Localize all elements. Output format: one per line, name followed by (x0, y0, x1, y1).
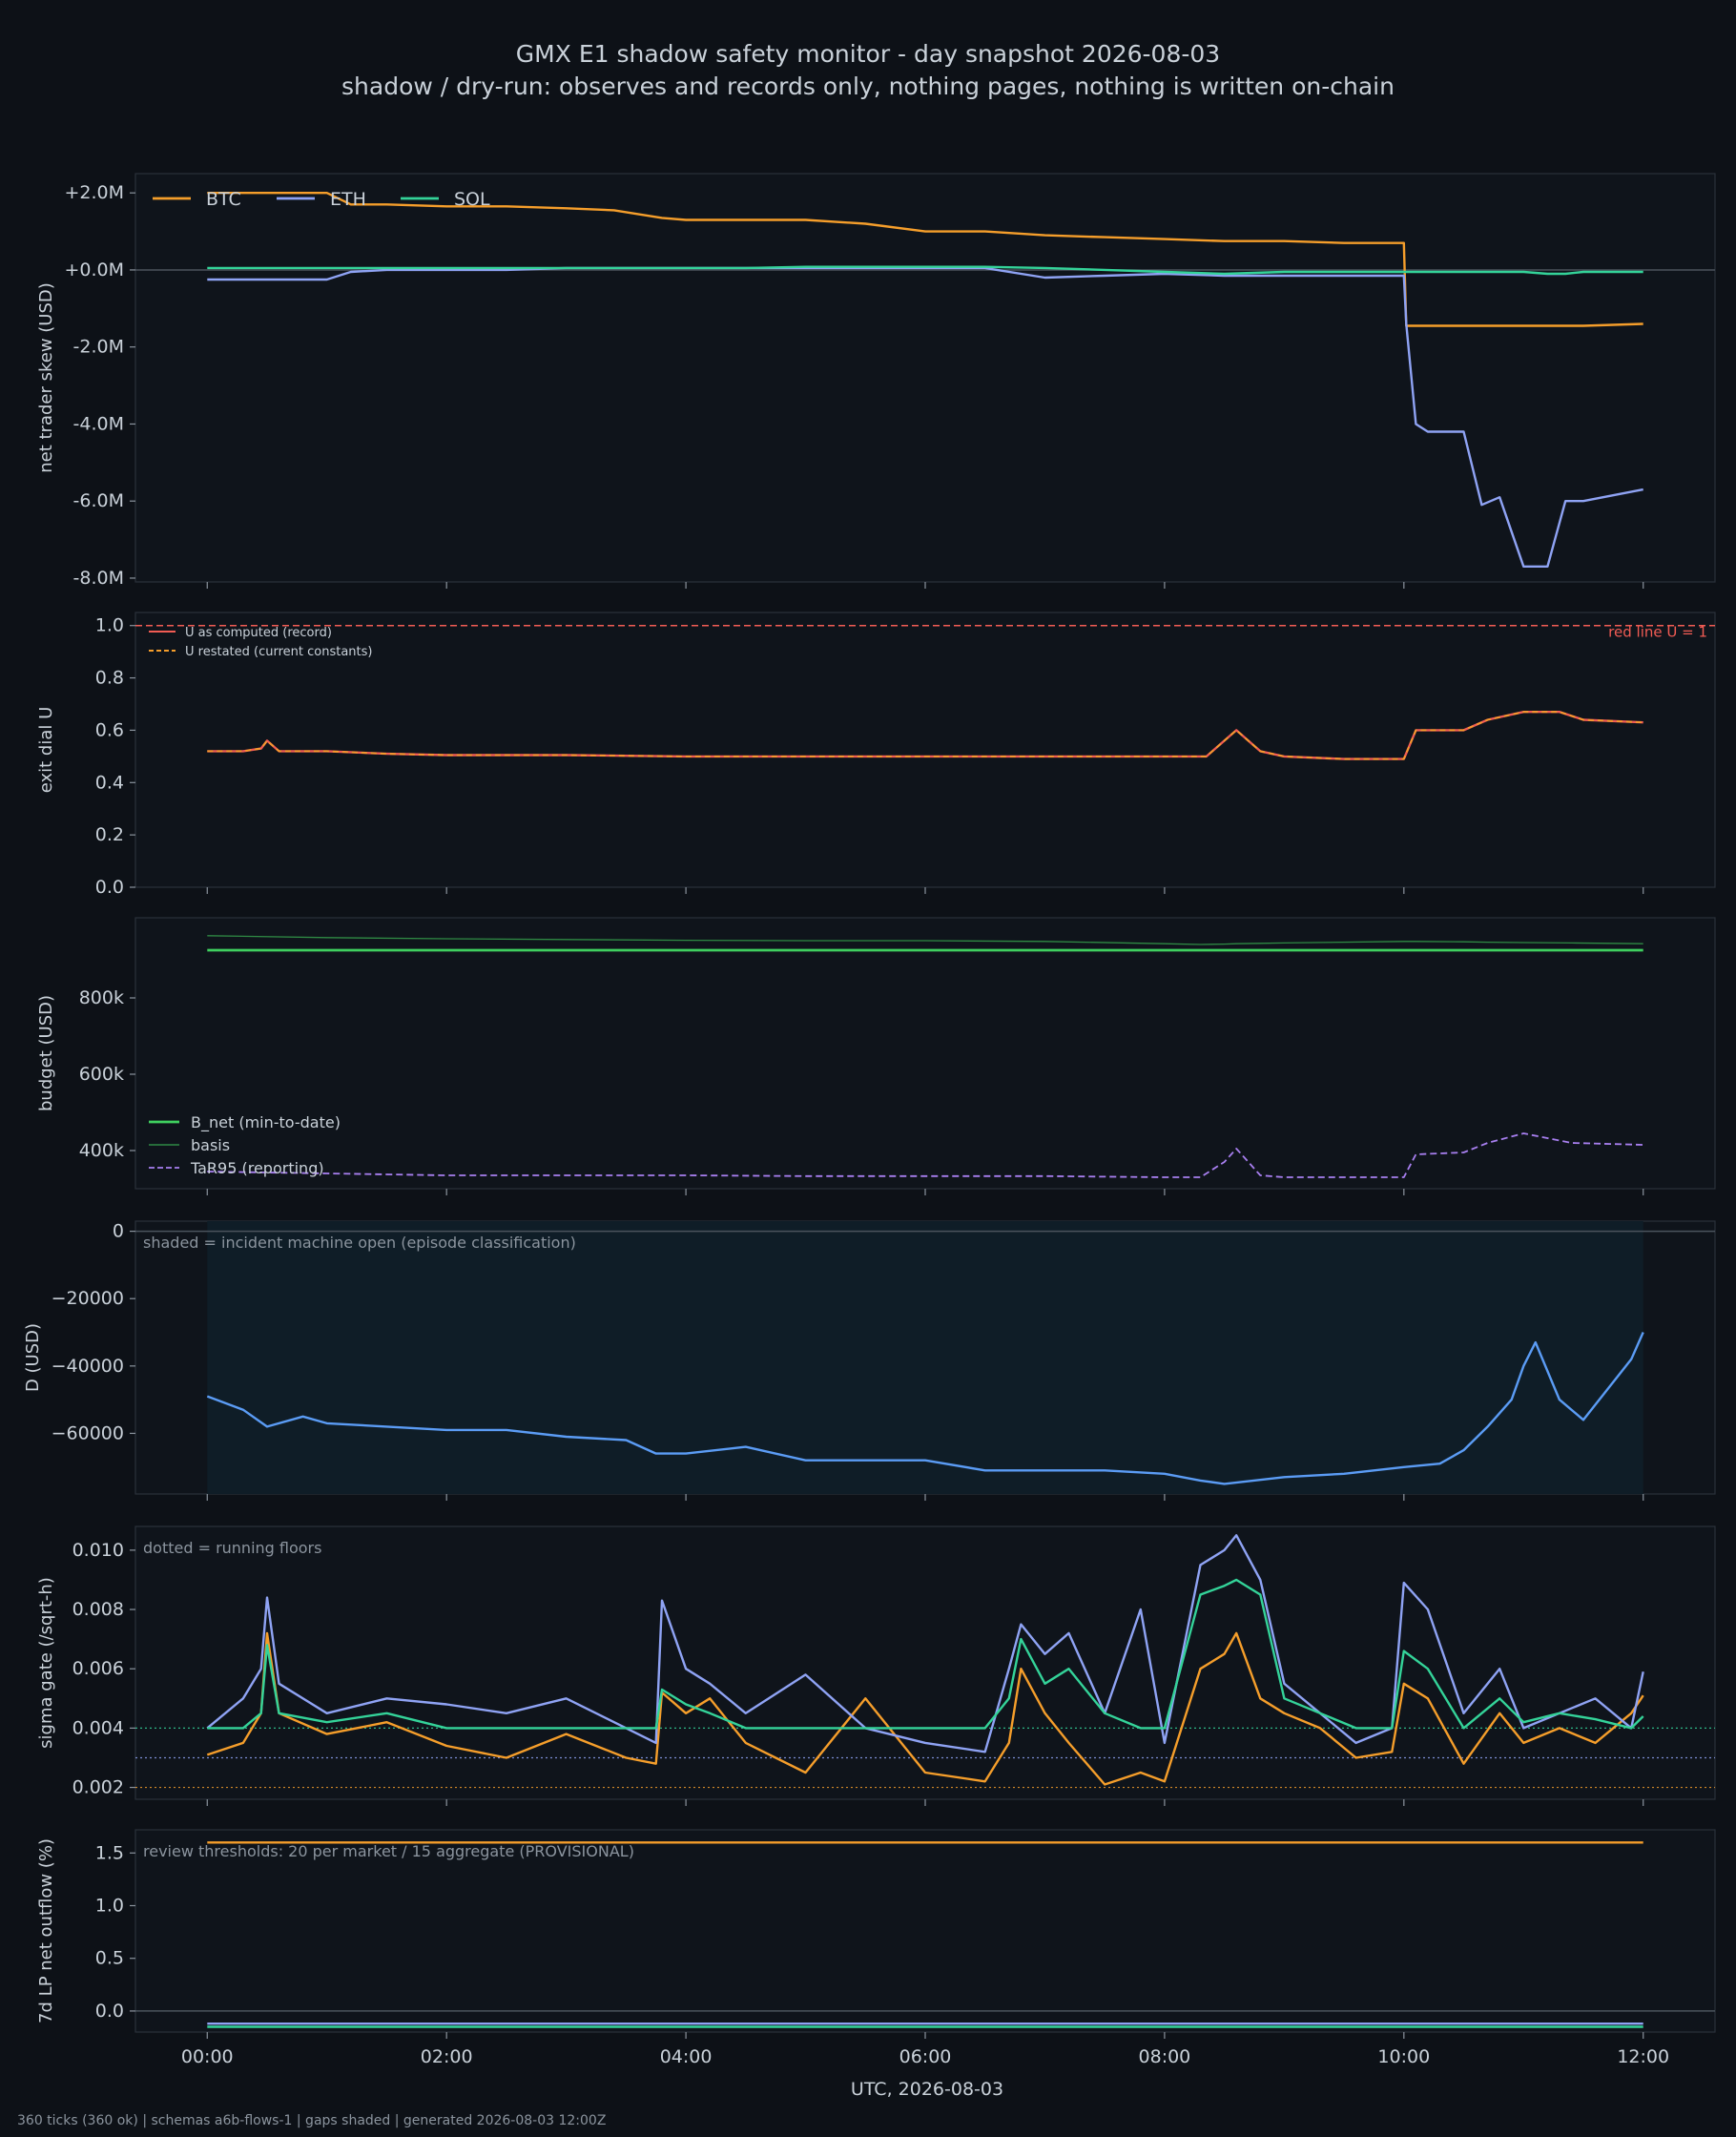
series-line-eth (207, 266, 1643, 568)
footer-status: 360 ticks (360 ok) | schemas a6b-flows-1… (17, 2113, 607, 2128)
panel-frame (134, 1525, 1716, 1800)
panel-3: 400k 600k 800k budget (USD) B_net (min-to-da… (36, 917, 1716, 1195)
series-line-tar95 (207, 1132, 1643, 1178)
legend: B_net (min-to-date) basis TaR95 (reporting… (149, 1113, 341, 1177)
chart-title: GMX E1 shadow safety monitor - day snaps… (515, 40, 1221, 68)
panel-frame (134, 917, 1716, 1190)
y-axis-label: net trader skew (USD) (36, 282, 56, 473)
legend-label: BTC (206, 189, 241, 210)
y-tick-label: 0 (113, 1221, 124, 1242)
red-line-label: red line U = 1 (1608, 624, 1707, 641)
x-tick-label: 02:00 (421, 2046, 473, 2067)
panel-4: 0 −20000 −40000 −60000 D (USD) shaded = incid… (23, 1220, 1716, 1501)
y-axis-label: D (USD) (23, 1323, 43, 1392)
x-tick-label: 04:00 (660, 2046, 713, 2067)
y-tick-label: 0.010 (72, 1540, 124, 1561)
y-tick-label: 0.4 (95, 772, 124, 793)
y-tick-label: 0.006 (72, 1658, 124, 1679)
series-line-sol (207, 1578, 1644, 1730)
y-axis-label: exit dial U (36, 707, 56, 794)
y-tick-label: -2.0M (73, 337, 124, 358)
panel-annotation: dotted = running floors (143, 1539, 321, 1557)
y-axis-label: sigma gate (/sqrt-h) (36, 1577, 56, 1749)
x-tick-label: 12:00 (1617, 2046, 1669, 2067)
y-tick-label: 0.5 (95, 1948, 124, 1969)
legend-label: B_net (min-to-date) (191, 1113, 341, 1132)
incident-shading (207, 1221, 1643, 1494)
series-line-d (206, 1332, 1644, 1485)
y-tick-label: −40000 (52, 1356, 124, 1377)
series-line-sol (207, 265, 1643, 276)
y-tick-label: -8.0M (73, 568, 124, 589)
panel-2: red line U = 1 0.0 0.2 0.4 0.6 0.8 1.0 exit dia… (36, 612, 1716, 898)
y-tick-label: -6.0M (73, 490, 124, 511)
y-tick-label: 600k (79, 1064, 124, 1085)
y-tick-label: 0.004 (72, 1717, 124, 1738)
panel-frame (134, 1829, 1716, 2033)
y-tick-label: 0.2 (95, 824, 124, 845)
legend-label: ETH (330, 189, 366, 210)
y-tick-label: 0.6 (95, 719, 124, 740)
y-tick-label: 0.002 (72, 1777, 124, 1798)
legend-label: basis (191, 1136, 230, 1154)
series-line-u (207, 711, 1643, 760)
legend: U as computed (record) U restated (curren… (149, 626, 372, 659)
y-tick-label: −20000 (52, 1288, 124, 1309)
y-tick-label: −60000 (52, 1422, 124, 1443)
series-line-eth (206, 1534, 1644, 1753)
legend-label: SOL (454, 189, 490, 210)
panel-frame (134, 173, 1716, 583)
chart-subtitle: shadow / dry-run: observes and records o… (341, 73, 1395, 100)
panel-frame (134, 612, 1716, 888)
panel-6: 0.0 0.5 1.0 1.5 7d LP net outflow (%) review … (36, 1829, 1716, 2039)
series-line-btc (206, 1631, 1644, 1786)
y-tick-label: +2.0M (64, 182, 124, 203)
series-line-btc (207, 191, 1643, 327)
y-tick-label: +0.0M (64, 259, 124, 280)
y-tick-label: 1.0 (95, 615, 124, 636)
legend-label: TaR95 (reporting) (190, 1159, 324, 1177)
legend-label: U as computed (record) (185, 626, 332, 640)
x-axis-label: UTC, 2026-08-03 (851, 2079, 1003, 2100)
y-tick-label: -4.0M (73, 413, 124, 434)
y-axis-label: 7d LP net outflow (%) (36, 1838, 56, 2023)
y-tick-label: 1.0 (95, 1896, 124, 1917)
legend: BTC ETH SOL (153, 189, 490, 210)
y-tick-label: 1.5 (95, 1842, 124, 1863)
panel-5: 0.002 0.004 0.006 0.008 0.010 sigma gate (/sq… (36, 1525, 1716, 1806)
panel-annotation: review thresholds: 20 per market / 15 ag… (143, 1842, 634, 1860)
x-tick-label: 06:00 (899, 2046, 952, 2067)
y-tick-label: 400k (79, 1140, 124, 1161)
series-line-basis (207, 935, 1643, 945)
y-tick-label: 800k (79, 987, 124, 1008)
panel-1: +2.0M +0.0M -2.0M -4.0M -6.0M -8.0M net trader… (36, 173, 1716, 589)
x-tick-label: 00:00 (181, 2046, 234, 2067)
legend-label: U restated (current constants) (185, 645, 372, 659)
y-tick-label: 0.0 (95, 2001, 124, 2022)
y-axis-label: budget (USD) (36, 995, 56, 1111)
y-tick-label: 0.8 (95, 668, 124, 689)
x-tick-label: 10:00 (1377, 2046, 1430, 2067)
title-block: GMX E1 shadow safety monitor - day snaps… (0, 38, 1736, 103)
panel-annotation: shaded = incident machine open (episode … (143, 1234, 576, 1252)
y-tick-label: 0.0 (95, 877, 124, 898)
x-tick-label: 08:00 (1139, 2046, 1191, 2067)
y-tick-label: 0.008 (72, 1599, 124, 1620)
